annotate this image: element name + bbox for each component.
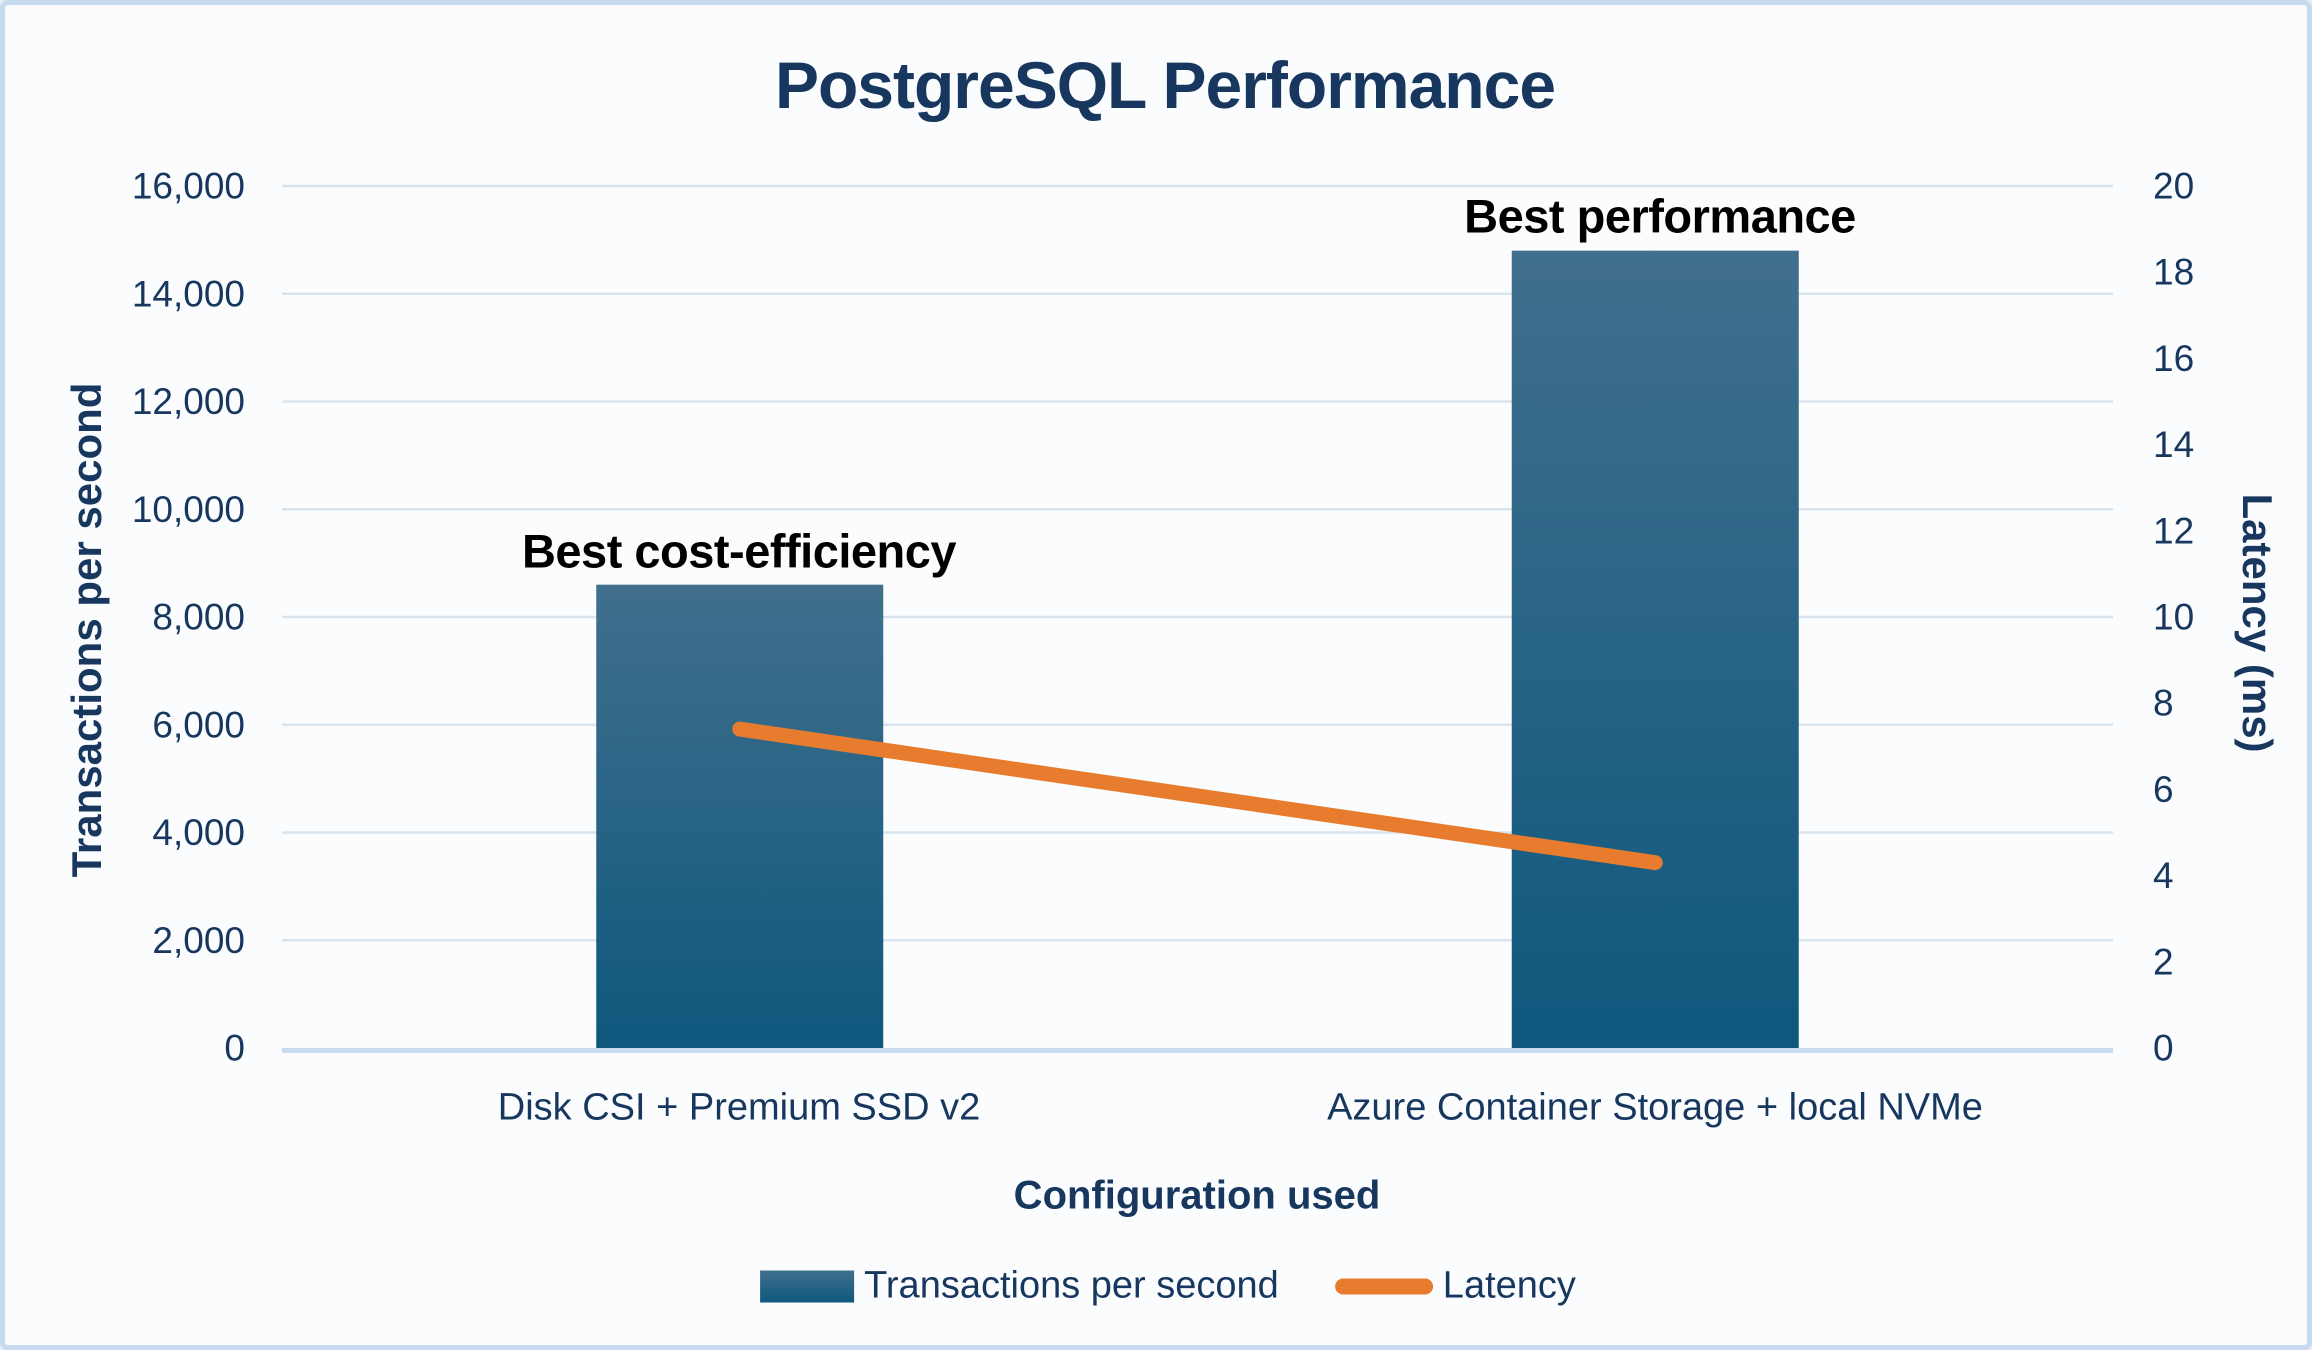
legend-line-swatch-icon: [1334, 1278, 1433, 1294]
legend-item-latency: Latency: [1334, 1264, 1576, 1308]
right-axis-tick: 16: [2153, 338, 2194, 379]
latency-line: [732, 721, 1663, 871]
right-axis-tick: 18: [2153, 252, 2194, 293]
left-axis-tick: 4,000: [152, 812, 245, 853]
left-axis-tick: 10,000: [132, 489, 245, 530]
legend-item-transactions: Transactions per second: [760, 1265, 1279, 1308]
legend-label-latency: Latency: [1442, 1264, 1576, 1307]
plot-area: 0 2,000 4,000 6,000 8,000 10,000 12,000 14,000 1…: [132, 166, 2194, 1069]
bar-1: [1511, 250, 1799, 1048]
right-axis-tick: 14: [2153, 424, 2194, 465]
category-label-acs-nvme: Azure Container Storage + local NVMe: [1327, 1086, 1983, 1129]
legend-label-transactions: Transactions per second: [864, 1264, 1279, 1307]
left-axis-tick: 12,000: [132, 381, 245, 422]
right-axis-tick: 2: [2153, 941, 2174, 982]
y-axis-title-right: Latency (ms): [2234, 493, 2281, 753]
right-axis-tick: 20: [2153, 166, 2194, 207]
x-axis-title: Configuration used: [1013, 1173, 1381, 1218]
bar-0: [596, 584, 884, 1048]
left-axis-tick: 0: [224, 1028, 245, 1069]
right-axis-tick: 4: [2153, 855, 2174, 896]
right-axis-tick: 6: [2153, 769, 2174, 810]
left-axis-tick: 8,000: [152, 597, 245, 638]
chart-title: PostgreSQL Performance: [774, 48, 1556, 122]
category-label-disk-csi: Disk CSI + Premium SSD v2: [497, 1086, 981, 1129]
left-axis-tick: 16,000: [132, 166, 245, 207]
right-axis-tick: 8: [2153, 683, 2174, 724]
left-axis-tick: 2,000: [152, 920, 245, 961]
legend-bar-swatch-icon: [760, 1270, 855, 1302]
left-axis-tick: 14,000: [132, 273, 245, 314]
legend: Transactions per second Latency: [760, 1265, 1576, 1308]
right-axis-tick: 10: [2153, 597, 2194, 638]
annotation-best-cost-efficiency: Best cost-efficiency: [521, 524, 957, 578]
right-axis-tick: 0: [2153, 1028, 2174, 1069]
left-axis-tick: 6,000: [152, 704, 245, 745]
y-axis-title-left: Transactions per second: [63, 382, 110, 878]
right-axis-tick: 12: [2153, 510, 2194, 551]
annotation-best-performance: Best performance: [1464, 189, 1856, 243]
